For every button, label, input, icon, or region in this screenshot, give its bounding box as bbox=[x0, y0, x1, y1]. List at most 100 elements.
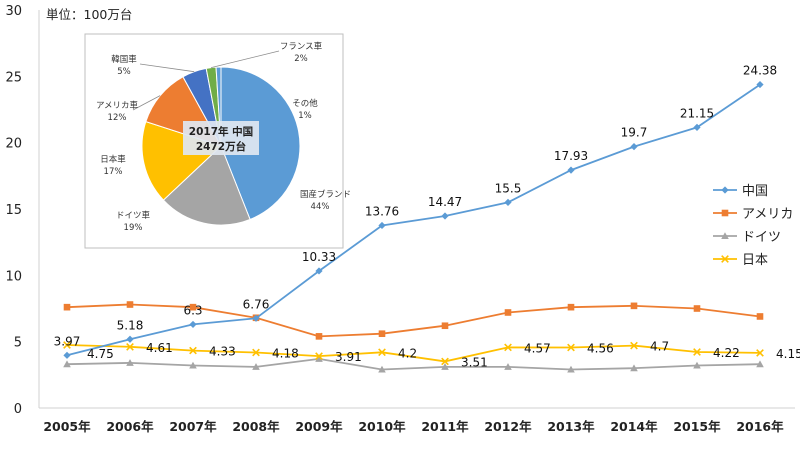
x-tick-label: 2012年 bbox=[484, 419, 532, 434]
pie-inset: 国産ブランド 44% ドイツ車 19% 日本車 17% アメリカ車 12% 韓国車 5% フランス車… bbox=[84, 33, 351, 249]
legend-label: 中国 bbox=[742, 184, 768, 199]
data-point bbox=[126, 342, 134, 351]
data-label: 4.15 bbox=[776, 347, 800, 361]
pie-slice-name: 国産ブランド bbox=[300, 189, 351, 200]
data-label: 24.38 bbox=[743, 64, 777, 78]
data-label: 4.57 bbox=[524, 341, 551, 355]
data-label-group: 3.97 5.18 6.3 6.76 10.33 13.76 14.47 15.5 17.93 1… bbox=[54, 64, 800, 370]
data-label: 3.97 bbox=[54, 334, 81, 348]
pie-center-value: 2472万台 bbox=[196, 140, 246, 153]
data-label: 4.7 bbox=[650, 340, 669, 354]
data-point bbox=[126, 301, 134, 308]
data-point bbox=[504, 309, 512, 316]
pie-slice-percent: 19% bbox=[124, 223, 143, 233]
data-point bbox=[63, 303, 71, 311]
data-point bbox=[504, 343, 512, 352]
data-point bbox=[441, 357, 449, 366]
y-tick-label: 0 bbox=[14, 402, 22, 417]
x-tick-label: 2011年 bbox=[421, 419, 469, 434]
data-point bbox=[504, 363, 512, 370]
data-label: 15.5 bbox=[495, 181, 522, 195]
data-point bbox=[721, 186, 729, 194]
data-point bbox=[378, 330, 386, 338]
data-point bbox=[693, 305, 701, 312]
data-label: 5.18 bbox=[117, 318, 144, 332]
data-point bbox=[126, 359, 134, 366]
data-label: 17.93 bbox=[554, 149, 588, 163]
series-line bbox=[66, 83, 761, 357]
data-point bbox=[630, 341, 638, 350]
pie-center-box bbox=[183, 121, 259, 155]
data-label: 13.76 bbox=[365, 204, 399, 218]
x-tick-label: 2006年 bbox=[106, 419, 154, 434]
pie-slice-percent: 12% bbox=[108, 113, 127, 123]
data-label: 4.2 bbox=[398, 346, 417, 360]
data-point bbox=[630, 302, 638, 310]
pie-slice-name: アメリカ車 bbox=[96, 100, 139, 111]
pie-label-group: 国産ブランド 44% ドイツ車 19% 日本車 17% アメリカ車 12% 韓国車 5% フランス車… bbox=[96, 41, 351, 233]
data-point bbox=[252, 363, 260, 370]
pie-slice-name: 日本車 bbox=[100, 154, 126, 165]
x-tick-label: 2014年 bbox=[610, 419, 658, 434]
unit-label: 単位：100万台 bbox=[46, 7, 132, 22]
data-point bbox=[252, 348, 260, 357]
data-label: 6.76 bbox=[243, 297, 270, 311]
pie-center-title: 2017年 中国 bbox=[189, 125, 253, 138]
data-point bbox=[721, 209, 729, 217]
pie-slice bbox=[162, 145, 251, 226]
data-point bbox=[630, 143, 638, 151]
data-point bbox=[721, 232, 729, 239]
data-point bbox=[378, 221, 386, 230]
data-label: 4.18 bbox=[272, 347, 299, 361]
data-point bbox=[630, 364, 638, 372]
data-point bbox=[756, 80, 764, 89]
x-tick-label: 2009年 bbox=[295, 419, 343, 434]
legend-label: ドイツ bbox=[742, 230, 781, 245]
data-point bbox=[693, 361, 701, 369]
pie-slice-name: その他 bbox=[292, 98, 318, 109]
y-tick-group: 0 5 10 15 20 25 30 bbox=[5, 4, 22, 417]
pie-slice-percent: 17% bbox=[104, 167, 123, 177]
data-point bbox=[756, 313, 764, 320]
data-point bbox=[315, 355, 323, 362]
y-tick-label: 30 bbox=[5, 4, 22, 19]
x-tick-label: 2015年 bbox=[673, 419, 721, 434]
data-point bbox=[252, 314, 260, 322]
y-tick-label: 15 bbox=[5, 203, 22, 218]
data-point bbox=[441, 212, 449, 220]
data-point bbox=[378, 348, 386, 357]
data-label: 6.3 bbox=[183, 303, 202, 317]
pie-slice-name: 韓国車 bbox=[111, 54, 137, 65]
data-point bbox=[693, 348, 701, 356]
x-tick-group: 2005年 2006年 2007年 2008年 2009年 2010年 2011年 2012年… bbox=[43, 419, 784, 434]
data-label: 19.7 bbox=[621, 126, 648, 140]
y-tick-label: 10 bbox=[5, 269, 22, 284]
y-tick-label: 20 bbox=[5, 137, 22, 152]
x-tick-label: 2013年 bbox=[547, 419, 595, 434]
data-point bbox=[126, 335, 134, 343]
data-label: 4.61 bbox=[146, 341, 173, 355]
pie-slice-percent: 5% bbox=[117, 67, 131, 77]
data-point bbox=[693, 123, 701, 132]
data-point bbox=[189, 320, 197, 329]
pie-leader-line bbox=[211, 50, 280, 68]
data-label: 4.75 bbox=[87, 347, 114, 361]
data-point bbox=[504, 198, 512, 206]
pie-leader-line bbox=[139, 63, 195, 73]
pie-slice-name: ドイツ車 bbox=[116, 210, 151, 221]
data-point bbox=[756, 349, 764, 357]
data-point bbox=[378, 365, 386, 373]
x-tick-label: 2005年 bbox=[43, 419, 91, 434]
data-point bbox=[567, 166, 575, 174]
pie-leader-line bbox=[132, 95, 161, 111]
data-point bbox=[721, 255, 729, 263]
data-point bbox=[189, 361, 197, 369]
x-tick-label: 2008年 bbox=[232, 419, 280, 434]
data-point bbox=[315, 333, 323, 340]
data-point bbox=[189, 303, 197, 311]
data-label: 10.33 bbox=[302, 250, 336, 264]
data-label: 4.56 bbox=[587, 342, 614, 356]
series-group bbox=[63, 80, 764, 373]
